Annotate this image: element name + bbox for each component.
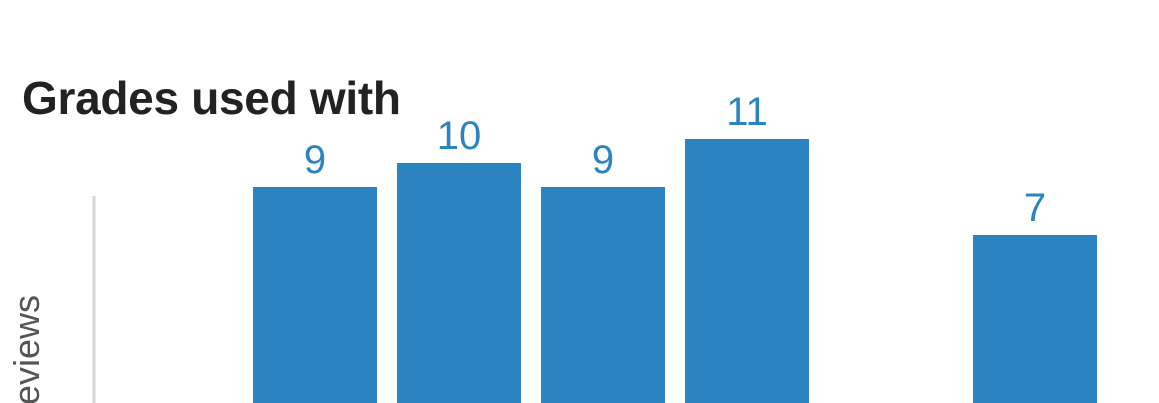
bar-value-label-3: 11 bbox=[726, 90, 768, 134]
bar-labels-group: 9 10 9 11 7 bbox=[304, 90, 1046, 230]
bar-2 bbox=[541, 187, 665, 403]
bars-group bbox=[253, 139, 1097, 403]
y-axis-label: eviews bbox=[6, 294, 47, 403]
bar-value-label-2: 9 bbox=[592, 138, 614, 182]
section-title: Grades used with bbox=[22, 72, 401, 124]
bar-value-label-0: 9 bbox=[304, 138, 326, 182]
bar-value-label-5: 7 bbox=[1024, 186, 1046, 230]
bar-1 bbox=[397, 163, 521, 403]
bar-0 bbox=[253, 187, 377, 403]
bar-value-label-1: 10 bbox=[437, 114, 482, 158]
bar-5 bbox=[973, 235, 1097, 403]
bar-3 bbox=[685, 139, 809, 403]
